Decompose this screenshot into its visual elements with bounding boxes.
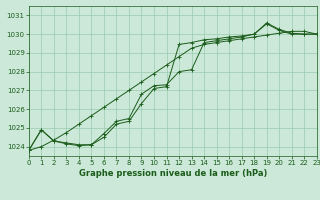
X-axis label: Graphe pression niveau de la mer (hPa): Graphe pression niveau de la mer (hPa) <box>79 169 267 178</box>
